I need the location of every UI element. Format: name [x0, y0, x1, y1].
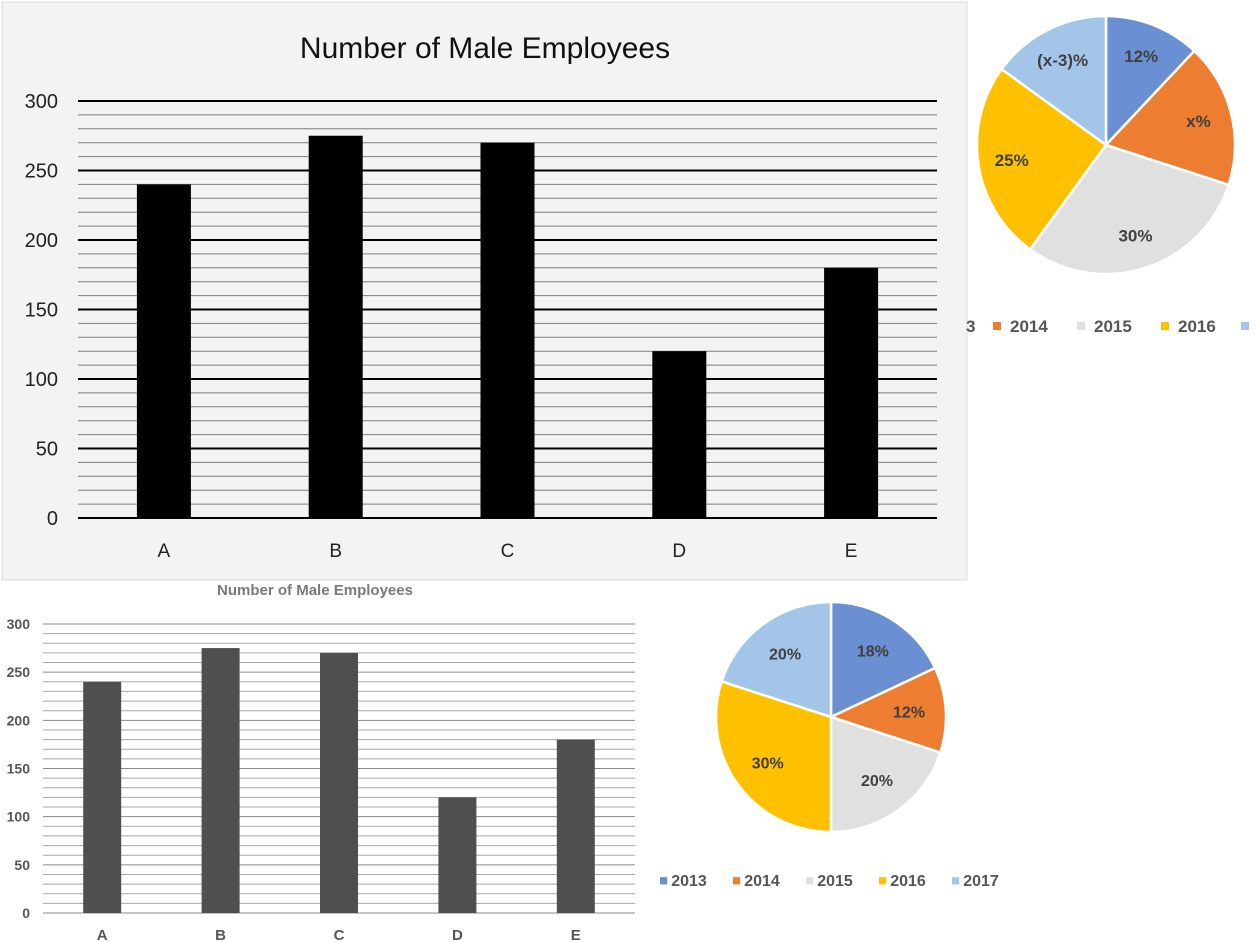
x-tick-label: C — [334, 927, 345, 942]
pie-slice-label: 30% — [752, 756, 784, 773]
bar-chart-top-x-ticks: A B C D E — [158, 541, 858, 562]
pie-slice-label: x% — [1186, 112, 1211, 131]
legend-swatch — [1241, 322, 1249, 330]
pie-chart-top-labels: 12% x% 30% 25% (x-3)% — [995, 47, 1211, 246]
pie-slice-3 — [714, 679, 833, 834]
y-tick-label: 150 — [25, 300, 58, 322]
pie-slice-label: (x-3)% — [1037, 51, 1088, 70]
pie-slice-1 — [1103, 49, 1237, 187]
pie-chart-top-legend: 3 2014 2015 2016 — [966, 317, 1249, 336]
pie-slice-3 — [975, 67, 1108, 252]
x-tick-label: D — [672, 541, 686, 562]
legend-label: 2015 — [817, 873, 853, 890]
bar-chart-bottom: Number of Male Employees 0 50 100 150 200 250… — [7, 582, 635, 942]
pie-slice-1 — [827, 666, 948, 755]
bar-d — [652, 351, 707, 518]
legend-label: 2014 — [1010, 317, 1048, 336]
legend-swatch — [993, 322, 1001, 330]
pie-slice-label: 12% — [1124, 47, 1158, 66]
bar-c — [320, 652, 358, 913]
pie-slice-2 — [1028, 143, 1231, 276]
y-tick-label: 100 — [25, 369, 58, 391]
pie-chart-bottom-slices — [714, 600, 948, 834]
legend-swatch — [660, 877, 668, 885]
y-tick-label: 300 — [7, 616, 31, 632]
legend-label: 2017 — [963, 873, 999, 890]
y-tick-label: 0 — [47, 508, 58, 530]
bar-d — [438, 797, 477, 913]
pie-slice-label: 18% — [857, 644, 889, 661]
pie-slice-label: 20% — [769, 646, 801, 663]
legend-label: 2016 — [890, 873, 926, 890]
pie-slice-0 — [1104, 14, 1197, 149]
bar-chart-bottom-title: Number of Male Employees — [217, 582, 413, 599]
y-tick-label: 250 — [25, 161, 58, 183]
pie-chart-bottom-labels: 18% 12% 20% 30% 20% — [752, 644, 925, 790]
bar-a — [83, 681, 122, 913]
legend-swatch — [1077, 322, 1085, 330]
x-tick-label: E — [845, 541, 858, 562]
bar-c — [480, 142, 535, 518]
pie-chart-bottom: 18% 12% 20% 30% 20% 2013 2014 2015 2016 2017 — [660, 600, 999, 890]
bar-a — [136, 184, 191, 518]
y-tick-label: 200 — [25, 230, 58, 252]
bar-e — [824, 267, 879, 518]
pie-chart-top: 12% x% 30% 25% (x-3)% 3 2014 2015 2016 — [966, 14, 1249, 336]
legend-swatch — [806, 877, 814, 885]
bar-chart-bottom-bars — [83, 648, 595, 913]
bar-chart-top-bars — [136, 135, 879, 518]
pie-chart-top-slices — [975, 14, 1237, 276]
x-tick-label: B — [329, 541, 342, 562]
pie-slice-4 — [999, 14, 1108, 148]
legend-label: 2014 — [744, 873, 780, 890]
y-tick-label: 50 — [14, 857, 30, 873]
x-tick-label: A — [97, 927, 108, 942]
y-tick-label: 100 — [7, 809, 31, 825]
legend-label: 2013 — [671, 873, 707, 890]
legend-swatch — [733, 877, 741, 885]
pie-slice-label: 12% — [893, 705, 925, 722]
bar-chart-bottom-y-ticks: 0 50 100 150 200 250 300 — [7, 616, 31, 921]
pie-slice-label: 20% — [861, 773, 893, 790]
legend-swatch — [1161, 322, 1169, 330]
x-tick-label: B — [215, 927, 226, 942]
y-tick-label: 50 — [36, 439, 58, 461]
bar-b — [308, 135, 363, 518]
y-tick-label: 200 — [7, 712, 31, 728]
legend-label: 2016 — [1178, 317, 1216, 336]
y-tick-label: 0 — [22, 905, 30, 921]
legend-label: 3 — [966, 317, 975, 336]
pie-slice-label: 25% — [995, 151, 1029, 170]
pie-chart-bottom-legend: 2013 2014 2015 2016 2017 — [660, 873, 999, 890]
y-tick-label: 250 — [7, 664, 31, 680]
pie-slice-0 — [829, 600, 937, 719]
pie-slice-4 — [720, 600, 833, 719]
pie-slice-label: 30% — [1118, 227, 1152, 246]
bar-chart-top-y-ticks: 0 50 100 150 200 250 300 — [25, 91, 58, 530]
bar-b — [201, 648, 240, 913]
bar-chart-top: Number of Male Employees 0 50 100 150 200 250… — [1, 1, 968, 581]
bar-e — [556, 739, 595, 913]
bar-chart-top-title: Number of Male Employees — [300, 32, 670, 65]
pie-slice-2 — [829, 715, 942, 834]
y-tick-label: 150 — [7, 761, 31, 777]
x-tick-label: C — [501, 541, 515, 562]
x-tick-label: E — [571, 927, 581, 942]
y-tick-label: 300 — [25, 91, 58, 113]
x-tick-label: A — [158, 541, 171, 562]
legend-swatch — [879, 877, 887, 885]
legend-swatch — [952, 877, 960, 885]
bar-chart-bottom-x-ticks: A B C D E — [97, 927, 581, 942]
legend-label: 2015 — [1094, 317, 1132, 336]
x-tick-label: D — [452, 927, 463, 942]
